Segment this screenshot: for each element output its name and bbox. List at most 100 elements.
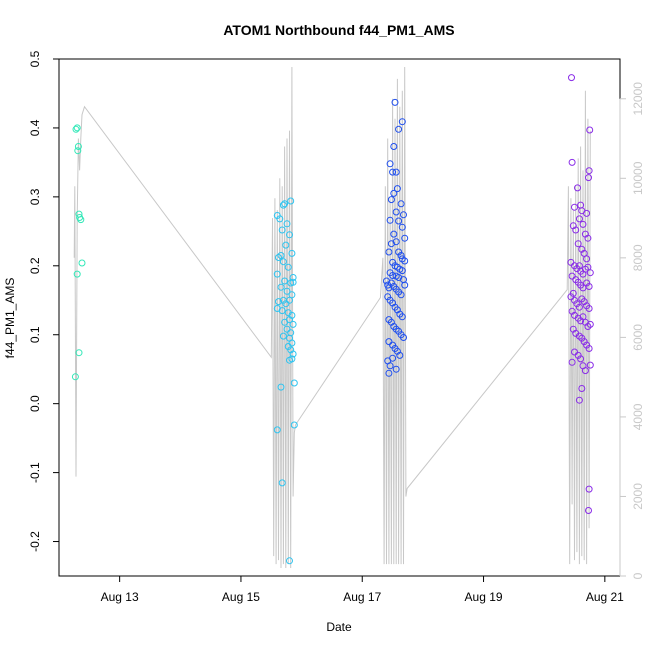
data-point — [386, 216, 394, 224]
data-point — [580, 338, 588, 346]
data-point — [387, 196, 395, 204]
plot-frame — [58, 58, 621, 577]
y-axis-title: f44_PM1_AMS — [3, 278, 17, 359]
secondary-line-layer — [73, 66, 591, 569]
data-point — [278, 226, 286, 234]
data-point — [575, 215, 583, 223]
data-point — [401, 257, 409, 265]
data-point — [73, 270, 81, 278]
secondary-line — [73, 66, 591, 569]
data-point — [396, 351, 404, 359]
data-point — [397, 252, 405, 259]
x-tick-label: Aug 15 — [222, 590, 260, 604]
data-point — [584, 234, 592, 242]
data-point — [568, 74, 575, 82]
data-point — [387, 279, 395, 287]
data-point — [287, 197, 295, 205]
data-point — [574, 184, 581, 192]
data-point — [395, 125, 403, 133]
data-point — [286, 296, 293, 304]
data-point — [277, 252, 285, 259]
data-point — [385, 369, 393, 377]
data-point — [586, 269, 594, 277]
data-point — [385, 338, 393, 346]
data-point — [283, 287, 291, 295]
data-point — [385, 248, 393, 256]
data-point — [585, 174, 592, 182]
data-point — [284, 263, 292, 271]
data-point — [278, 307, 286, 315]
data-point — [568, 158, 576, 166]
data-point — [276, 215, 284, 223]
right-y-tick-label: 6000 — [631, 324, 645, 351]
data-point — [401, 281, 409, 289]
series-group — [273, 197, 298, 565]
data-point — [283, 325, 291, 333]
right-y-tick-label: 0 — [631, 572, 645, 579]
data-point — [281, 277, 289, 285]
data-point — [392, 168, 400, 176]
right-y-tick-label: 10000 — [631, 161, 645, 195]
data-point — [585, 507, 592, 514]
data-point — [390, 143, 398, 150]
data-point — [283, 220, 291, 228]
data-point — [575, 303, 583, 311]
data-point — [398, 313, 406, 321]
data-point — [386, 160, 394, 168]
data-point — [575, 396, 583, 404]
data-point — [398, 223, 406, 231]
x-tick-label: Aug 19 — [465, 590, 503, 604]
data-point — [281, 200, 289, 208]
right-y-tick-label: 8000 — [631, 244, 645, 271]
data-point — [391, 98, 399, 106]
data-point — [585, 305, 593, 312]
data-point — [583, 255, 591, 263]
data-point — [397, 200, 405, 208]
right-y-tick-label: 2000 — [631, 483, 645, 510]
data-point — [585, 167, 593, 175]
data-point — [392, 208, 400, 216]
data-point — [384, 293, 392, 301]
data-point — [282, 241, 290, 249]
data-point — [273, 426, 281, 434]
data-point — [290, 379, 298, 387]
data-point — [277, 283, 285, 291]
data-point — [289, 350, 297, 358]
data-point — [401, 234, 409, 242]
data-point — [286, 557, 293, 565]
x-axis: Aug 13 Aug 15 Aug 17 Aug 19 Aug 21 — [101, 575, 624, 604]
data-point — [74, 143, 82, 150]
data-point — [585, 345, 593, 352]
data-point — [389, 272, 397, 279]
data-point — [74, 147, 82, 155]
data-point — [78, 259, 86, 267]
data-point — [387, 240, 395, 248]
y-axis: -0.2 -0.1 0.0 0.1 0.2 0.3 0.4 0.5 — [28, 50, 59, 552]
data-point — [572, 226, 580, 234]
data-point — [286, 231, 293, 239]
data-point — [286, 316, 293, 324]
data-point — [581, 367, 589, 375]
y-tick-label: 0.4 — [28, 119, 42, 136]
x-tick-label: Aug 13 — [101, 590, 139, 604]
x-tick-label: Aug 17 — [343, 590, 381, 604]
data-point — [289, 320, 297, 328]
data-point — [275, 298, 282, 306]
data-point — [286, 356, 293, 364]
data-point — [386, 362, 394, 370]
data-point — [73, 124, 81, 132]
data-point — [390, 230, 398, 238]
y-tick-label: 0.1 — [28, 326, 42, 343]
data-point — [578, 385, 586, 392]
data-point — [568, 358, 576, 366]
data-point — [389, 168, 397, 176]
series-group — [71, 124, 86, 381]
data-point — [583, 209, 591, 217]
data-point — [586, 320, 594, 328]
series-group — [567, 74, 594, 514]
y-tick-label: 0.3 — [28, 188, 42, 205]
data-point — [577, 355, 585, 363]
data-point — [71, 373, 79, 381]
y-tick-label: -0.1 — [28, 462, 42, 483]
